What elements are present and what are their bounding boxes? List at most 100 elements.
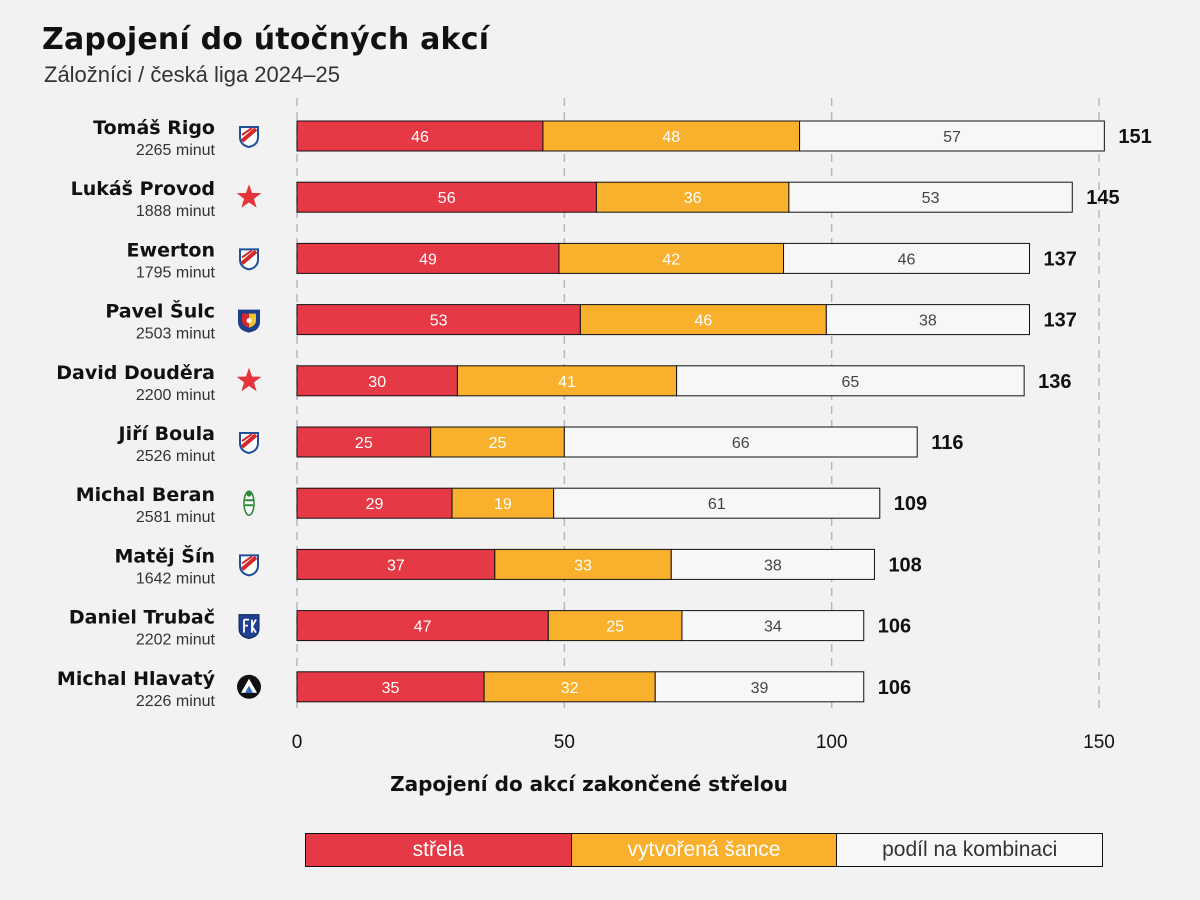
segment-value-label: 35 <box>382 680 400 697</box>
player-name: Michal Beran <box>76 484 215 506</box>
bar-total-label: 106 <box>878 616 911 638</box>
player-minutes: 1888 minut <box>136 203 216 220</box>
bar-segment <box>296 181 597 213</box>
bar-segment <box>788 181 1073 213</box>
bar-total-label: 108 <box>888 554 921 576</box>
player-minutes: 2581 minut <box>136 509 216 526</box>
bar-segment <box>783 242 1030 274</box>
player-name: Pavel Šulc <box>105 299 215 323</box>
legend-item-chance-created: vytvořená šance <box>570 834 837 866</box>
slovacko-icon <box>237 674 261 699</box>
bar-segment <box>296 426 432 458</box>
bar-segment <box>563 426 918 458</box>
banik-ostrava-icon <box>239 248 259 271</box>
bar-total-label: 116 <box>931 432 963 454</box>
bar-segment <box>296 242 560 274</box>
legend-item-shot: střela <box>306 834 571 866</box>
player-name: Ewerton <box>127 239 215 261</box>
segment-value-label: 39 <box>751 680 769 697</box>
bar-total-label: 137 <box>1043 248 1076 270</box>
player-name: Matěj Šín <box>114 543 215 567</box>
stacked-bar-chart: 0 50 100 150 Tomáš Rigo 2265 minut 46 48 57 151 Lu… <box>56 98 1152 753</box>
segment-value-label: 29 <box>366 496 384 513</box>
bar-total-label: 136 <box>1038 371 1071 393</box>
player-minutes: 2503 minut <box>136 326 216 343</box>
segment-value-label: 33 <box>574 557 592 574</box>
banik-ostrava-icon <box>239 554 259 577</box>
segment-value-label: 53 <box>922 190 940 207</box>
bar-segment <box>296 304 581 336</box>
player-name: Lukáš Provod <box>71 178 215 200</box>
player-name: Michal Hlavatý <box>57 668 216 690</box>
segment-value-label: 46 <box>898 251 916 268</box>
segment-value-label: 61 <box>708 496 726 513</box>
banik-ostrava-icon <box>239 432 259 455</box>
segment-value-label: 42 <box>662 251 680 268</box>
bar-segment <box>654 671 865 703</box>
segment-value-label: 46 <box>694 313 712 330</box>
bar-segment <box>296 548 496 580</box>
bar-segment <box>558 242 785 274</box>
x-tick-label: 0 <box>292 732 303 753</box>
segment-value-label: 25 <box>489 435 507 452</box>
bar-segment <box>825 304 1030 336</box>
segment-value-label: 66 <box>732 435 750 452</box>
x-tick-label: 150 <box>1083 732 1115 753</box>
bar-segment <box>676 365 1025 397</box>
bar-total-label: 145 <box>1086 187 1119 209</box>
segment-value-label: 48 <box>662 129 680 146</box>
player-minutes: 2202 minut <box>136 632 216 649</box>
segment-value-label: 36 <box>684 190 702 207</box>
segment-value-label: 49 <box>419 251 437 268</box>
legend-item-combination: podíl na kombinaci <box>836 834 1103 866</box>
slavia-star-icon <box>236 367 262 392</box>
segment-value-label: 38 <box>764 557 782 574</box>
segment-value-label: 19 <box>494 496 512 513</box>
segment-value-label: 32 <box>561 680 579 697</box>
player-minutes: 2526 minut <box>136 448 216 465</box>
segment-value-label: 57 <box>943 129 961 146</box>
x-axis-label: Zapojení do akcí zakončené střelou <box>390 772 788 796</box>
bar-segment <box>553 487 881 519</box>
segment-value-label: 47 <box>414 619 432 636</box>
segment-value-label: 56 <box>438 190 456 207</box>
viktoria-plzen-icon <box>238 309 260 333</box>
segment-value-label: 65 <box>841 374 859 391</box>
player-name: Tomáš Rigo <box>93 117 215 139</box>
segment-value-label: 25 <box>606 619 624 636</box>
player-minutes: 1642 minut <box>136 570 216 587</box>
segment-value-label: 41 <box>558 374 576 391</box>
segment-value-label: 34 <box>764 619 782 636</box>
player-minutes: 2226 minut <box>136 693 216 710</box>
chart-title: Zapojení do útočných akcí <box>42 22 490 57</box>
bar-segment <box>456 365 678 397</box>
bar-total-label: 109 <box>894 493 927 515</box>
bar-segment <box>670 548 875 580</box>
segment-value-label: 46 <box>411 129 429 146</box>
bar-segment <box>681 610 865 642</box>
player-name: David Douděra <box>56 362 215 384</box>
player-minutes: 2200 minut <box>136 387 216 404</box>
fk-teplice-icon <box>238 614 260 640</box>
bar-total-label: 106 <box>878 677 911 699</box>
banik-ostrava-icon <box>239 126 259 149</box>
segment-value-label: 25 <box>355 435 373 452</box>
player-minutes: 1795 minut <box>136 264 216 281</box>
legend: střela vytvořená šance podíl na kombinac… <box>305 833 1103 867</box>
player-name: Daniel Trubač <box>69 607 215 629</box>
bar-segment <box>296 120 544 152</box>
player-name: Jiří Boula <box>117 423 215 445</box>
segment-value-label: 38 <box>919 313 937 330</box>
segment-value-label: 30 <box>368 374 386 391</box>
bar-total-label: 137 <box>1043 310 1076 332</box>
bar-segment <box>430 426 565 458</box>
bar-segment <box>595 181 790 213</box>
bar-segment <box>494 548 672 580</box>
player-minutes: 2265 minut <box>136 142 216 159</box>
x-tick-label: 50 <box>554 732 575 753</box>
bar-segment <box>483 671 656 703</box>
bar-segment <box>451 487 555 519</box>
bar-total-label: 151 <box>1118 126 1151 148</box>
segment-value-label: 53 <box>430 313 448 330</box>
chart-subtitle: Záložníci / česká liga 2024–25 <box>44 62 340 87</box>
